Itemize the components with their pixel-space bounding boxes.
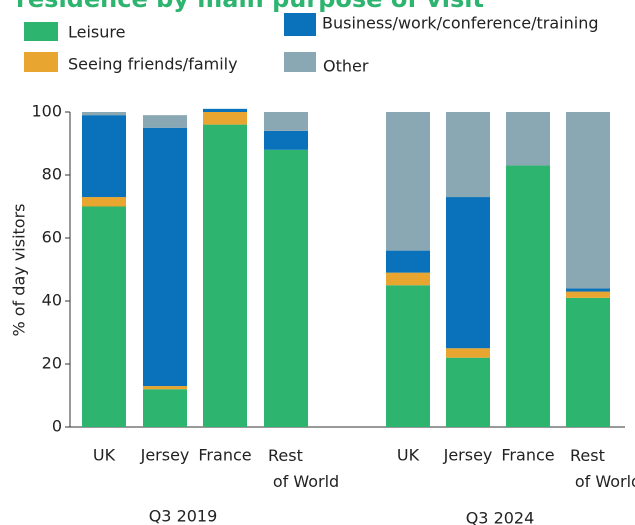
bar-segment [386,285,430,427]
bar-segment [143,389,187,427]
bar-segment [264,149,308,428]
bar-segment [143,115,187,128]
y-tick-label: 40 [42,291,62,310]
bar-segment [143,386,187,390]
x-tick-label: Jersey [443,446,493,465]
bar-segment [566,291,610,298]
bar-segment [386,272,430,286]
legend-swatch [24,52,58,72]
legend-swatch [284,13,316,36]
bar-segment [203,112,247,125]
bar-segment [82,115,126,198]
y-tick-label: 80 [42,165,62,184]
bar-segment [203,108,247,112]
x-tick-label: UK [93,446,116,465]
y-tick-label: 20 [42,354,62,373]
legend-label: Business/work/conference/training [322,14,598,33]
x-tick-label: France [198,446,251,465]
x-tick-label: Jersey [140,446,190,465]
group-label: Q3 2024 [466,509,535,525]
bar-segment [566,112,610,289]
bar-segment [446,112,490,198]
bar-segment [506,165,550,428]
bar-segment [566,288,610,292]
bar-segment [82,206,126,427]
bar-segment [386,250,430,273]
bar-segment [264,112,308,131]
y-axis-label: % of day visitors [10,204,29,337]
bar-segment [82,197,126,207]
legend-swatch [24,22,58,41]
y-tick-label: 100 [31,102,62,121]
legend-label: Other [323,57,369,76]
bar-segment [566,297,610,427]
legend-label: Leisure [68,23,125,42]
bar-segment [386,112,430,251]
bar-segment [264,130,308,150]
bar-segment [143,127,187,387]
bar-segment [446,197,490,349]
x-tick-label: Rest of World [570,446,635,491]
x-tick-label: France [501,446,554,465]
bar-segment [506,112,550,166]
bar-segment [446,357,490,427]
y-tick-label: 60 [42,228,62,247]
bar-segment [203,124,247,427]
y-tick-label: 0 [52,417,62,436]
chart-title: residence by main purpose of visit [16,0,484,13]
bar-segment [82,112,126,116]
group-label: Q3 2019 [149,507,218,525]
legend-swatch [284,52,316,72]
bar-segment [446,348,490,358]
legend-label: Seeing friends/family [68,55,238,74]
x-tick-label: UK [397,446,420,465]
x-tick-label: Rest of World [268,446,339,491]
